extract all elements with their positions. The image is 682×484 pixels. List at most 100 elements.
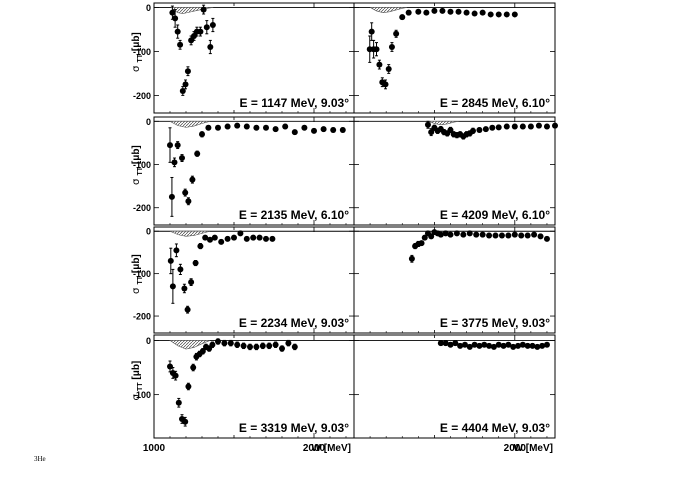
data-point (428, 233, 435, 240)
panel-frame (353, 116, 556, 226)
data-point (311, 127, 317, 134)
data-point (256, 234, 263, 241)
data-point (291, 343, 298, 350)
panel-left-3: 0 -100 -200 E = 2234 MeV, 9.03° σ TT [μb] (131, 226, 355, 334)
data-point (519, 123, 526, 130)
data-point (320, 126, 327, 133)
data-point (172, 372, 179, 379)
data-point (486, 342, 493, 349)
data-point (205, 124, 212, 131)
data-point (471, 10, 478, 17)
panel-energy-label: E = 2234 MeV, 9.03° (239, 316, 349, 330)
data-point (282, 123, 289, 130)
y-tick-label: -100 (133, 160, 151, 170)
data-point (437, 340, 444, 347)
data-point (272, 126, 279, 133)
panel-energy-label: E = 1147 MeV, 9.03° (240, 96, 350, 110)
data-point (279, 345, 285, 352)
panel-left-4: 0 -100 E = 3319 MeV, 9.03° σ TT [μb] 1000 200… (131, 334, 355, 454)
data-point (466, 343, 473, 350)
data-point (179, 88, 186, 94)
y-axis-label: σ TT [μb] (131, 32, 144, 72)
data-point (209, 341, 216, 348)
data-point (291, 129, 298, 136)
data-point (487, 11, 494, 18)
data-point (194, 150, 201, 157)
data-point (495, 11, 502, 18)
data-point (185, 383, 192, 390)
data-point (437, 231, 444, 238)
x-tick-label: 1000 (143, 443, 166, 454)
data-point (227, 340, 234, 347)
data-point (253, 124, 260, 131)
systematic-band (369, 7, 408, 13)
y-axis-label: σ TT [μb] (131, 145, 144, 185)
data-point (272, 341, 279, 348)
data-point (224, 235, 231, 242)
systematic-band (427, 121, 459, 126)
data-point (408, 255, 415, 262)
figure-caption: 3He (34, 455, 46, 468)
systematic-band (170, 7, 214, 14)
data-point (237, 230, 244, 237)
data-point (182, 81, 189, 88)
data-point (500, 342, 507, 349)
panel-frame (353, 2, 556, 114)
x-tick-label: 2000 (303, 443, 326, 454)
y-tick-label: 0 (146, 117, 151, 127)
y-axis-label: σ TT [μb] (131, 361, 144, 401)
y-tick-label: -200 (133, 91, 151, 101)
data-point (505, 341, 512, 348)
data-point (259, 342, 266, 349)
systematic-band (169, 230, 211, 237)
data-point (503, 11, 510, 18)
data-point (515, 342, 522, 349)
data-point (174, 28, 181, 35)
data-point (188, 279, 195, 286)
x-axis-label: W [MeV] (312, 443, 351, 454)
panel-energy-label: E = 3775 MeV, 9.03° (440, 316, 550, 330)
x-tick-label: 2000 (504, 443, 527, 454)
data-point (473, 231, 480, 238)
data-point (240, 342, 247, 349)
y-tick-label: -200 (133, 312, 151, 322)
data-point (511, 231, 518, 238)
data-point (263, 235, 269, 242)
data-point (495, 341, 502, 348)
data-point (266, 342, 273, 349)
data-point (524, 232, 531, 239)
data-point (439, 7, 446, 14)
data-point (269, 235, 276, 242)
panel-frame (353, 334, 556, 439)
data-point (173, 247, 180, 254)
data-point (424, 121, 431, 128)
data-point (215, 338, 221, 345)
data-point (543, 341, 550, 348)
y-axis-label: σ TT [μb] (131, 254, 144, 294)
data-point (382, 81, 389, 88)
data-point (243, 235, 250, 242)
data-point (431, 7, 438, 14)
data-point (423, 9, 430, 16)
data-point (207, 236, 213, 243)
data-point (481, 341, 488, 348)
data-point (503, 123, 510, 130)
data-point (511, 11, 518, 18)
data-point (263, 124, 269, 131)
panel-right-3: E = 3775 MeV, 9.03° (353, 226, 556, 334)
data-point (339, 126, 346, 133)
data-point (535, 122, 542, 129)
data-point (421, 234, 428, 241)
data-point (388, 44, 395, 50)
data-point (190, 364, 197, 371)
data-point (428, 129, 435, 136)
data-point (447, 341, 454, 348)
data-point (552, 122, 558, 129)
data-point (224, 123, 231, 130)
data-point (519, 341, 526, 348)
data-point (463, 9, 470, 16)
data-point (182, 189, 189, 196)
data-point (169, 283, 176, 290)
y-tick-label: 0 (146, 336, 151, 346)
data-point (197, 243, 204, 250)
